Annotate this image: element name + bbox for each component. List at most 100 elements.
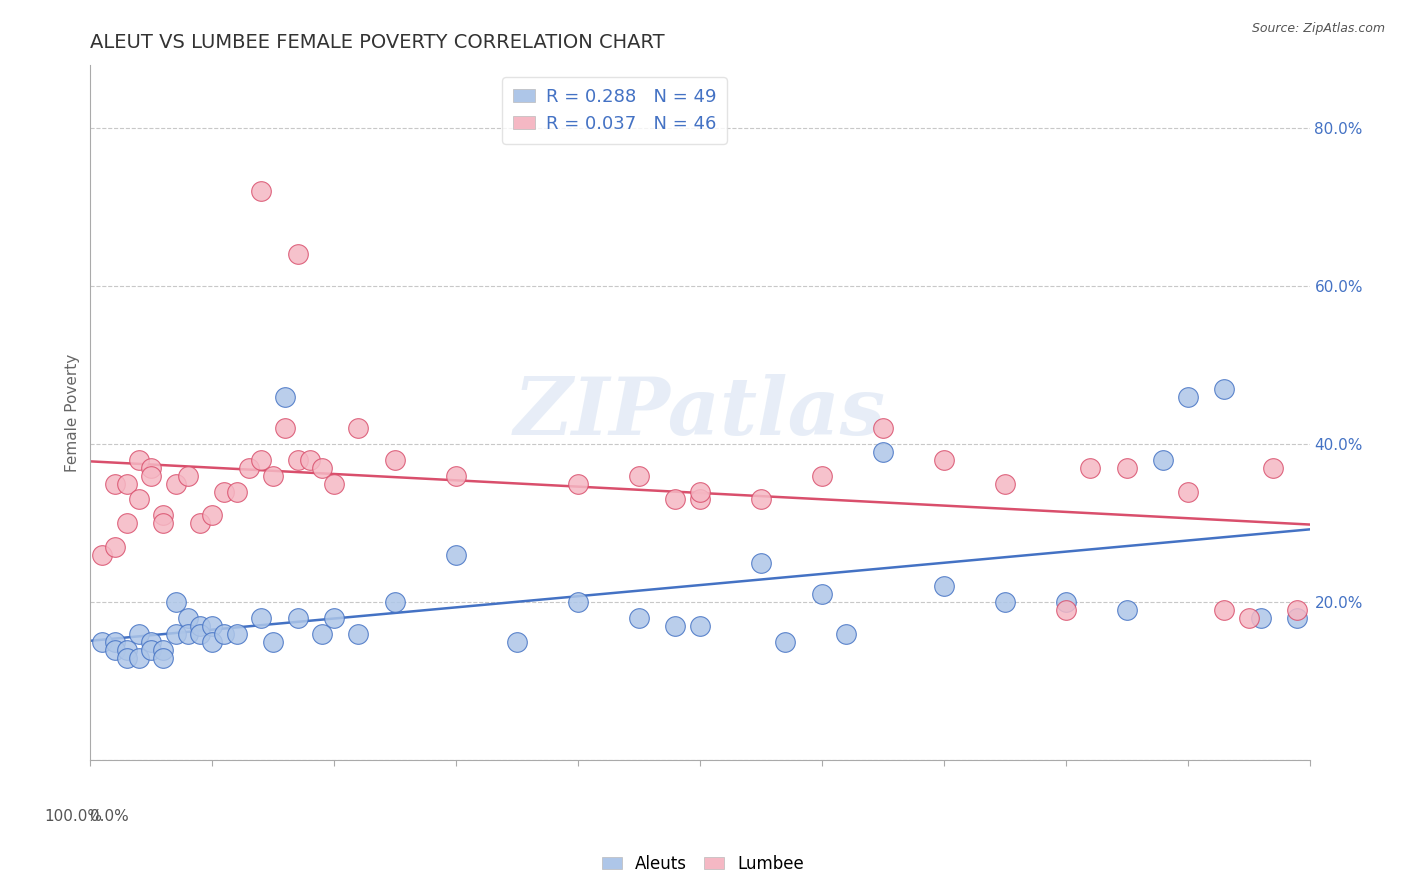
Point: [444, 548, 467, 562]
Point: [274, 390, 297, 404]
Point: [152, 650, 174, 665]
Point: [444, 468, 467, 483]
Point: [262, 634, 284, 648]
Point: [347, 627, 370, 641]
Legend: R = 0.288   N = 49, R = 0.037   N = 46: R = 0.288 N = 49, R = 0.037 N = 46: [502, 77, 727, 144]
Point: [323, 476, 346, 491]
Point: [104, 476, 127, 491]
Point: [250, 453, 273, 467]
Point: [115, 516, 138, 531]
Point: [689, 492, 711, 507]
Point: [932, 579, 955, 593]
Point: [165, 476, 187, 491]
Point: [141, 642, 163, 657]
Point: [214, 627, 236, 641]
Point: [1115, 603, 1137, 617]
Point: [311, 627, 333, 641]
Point: [287, 247, 309, 261]
Point: [749, 556, 772, 570]
Point: [165, 627, 187, 641]
Point: [994, 476, 1017, 491]
Point: [1177, 484, 1199, 499]
Point: [201, 634, 224, 648]
Text: ALEUT VS LUMBEE FEMALE POVERTY CORRELATION CHART: ALEUT VS LUMBEE FEMALE POVERTY CORRELATI…: [90, 33, 665, 52]
Point: [141, 634, 163, 648]
Point: [689, 484, 711, 499]
Point: [749, 492, 772, 507]
Point: [225, 627, 247, 641]
Point: [177, 468, 200, 483]
Point: [201, 508, 224, 523]
Point: [188, 627, 211, 641]
Legend: Aleuts, Lumbee: Aleuts, Lumbee: [595, 848, 811, 880]
Point: [141, 460, 163, 475]
Point: [1054, 603, 1077, 617]
Point: [115, 650, 138, 665]
Point: [835, 627, 858, 641]
Point: [104, 642, 127, 657]
Point: [1237, 611, 1260, 625]
Point: [1261, 460, 1284, 475]
Point: [262, 468, 284, 483]
Point: [323, 611, 346, 625]
Point: [128, 492, 150, 507]
Point: [250, 611, 273, 625]
Point: [104, 540, 127, 554]
Point: [506, 634, 529, 648]
Point: [104, 634, 127, 648]
Point: [627, 611, 650, 625]
Point: [810, 468, 832, 483]
Point: [664, 619, 686, 633]
Point: [225, 484, 247, 499]
Point: [872, 421, 894, 435]
Y-axis label: Female Poverty: Female Poverty: [65, 353, 80, 472]
Point: [152, 508, 174, 523]
Point: [201, 619, 224, 633]
Point: [1054, 595, 1077, 609]
Point: [1115, 460, 1137, 475]
Point: [177, 627, 200, 641]
Point: [932, 453, 955, 467]
Point: [567, 595, 589, 609]
Point: [1213, 603, 1236, 617]
Point: [298, 453, 321, 467]
Point: [1177, 390, 1199, 404]
Point: [1286, 611, 1309, 625]
Point: [567, 476, 589, 491]
Point: [177, 611, 200, 625]
Point: [250, 184, 273, 198]
Point: [1286, 603, 1309, 617]
Text: 100.0%: 100.0%: [45, 809, 103, 824]
Point: [1152, 453, 1174, 467]
Point: [214, 484, 236, 499]
Point: [287, 453, 309, 467]
Text: Source: ZipAtlas.com: Source: ZipAtlas.com: [1251, 22, 1385, 36]
Point: [994, 595, 1017, 609]
Point: [91, 548, 114, 562]
Point: [128, 627, 150, 641]
Point: [152, 516, 174, 531]
Point: [810, 587, 832, 601]
Point: [141, 468, 163, 483]
Point: [188, 619, 211, 633]
Point: [128, 650, 150, 665]
Point: [689, 619, 711, 633]
Point: [152, 642, 174, 657]
Point: [91, 634, 114, 648]
Point: [274, 421, 297, 435]
Point: [1213, 382, 1236, 396]
Point: [128, 453, 150, 467]
Point: [627, 468, 650, 483]
Point: [311, 460, 333, 475]
Point: [287, 611, 309, 625]
Point: [115, 642, 138, 657]
Point: [238, 460, 260, 475]
Point: [872, 445, 894, 459]
Text: ZIPatlas: ZIPatlas: [513, 374, 886, 451]
Point: [347, 421, 370, 435]
Text: 0.0%: 0.0%: [90, 809, 129, 824]
Point: [188, 516, 211, 531]
Point: [165, 595, 187, 609]
Point: [384, 595, 406, 609]
Point: [1078, 460, 1101, 475]
